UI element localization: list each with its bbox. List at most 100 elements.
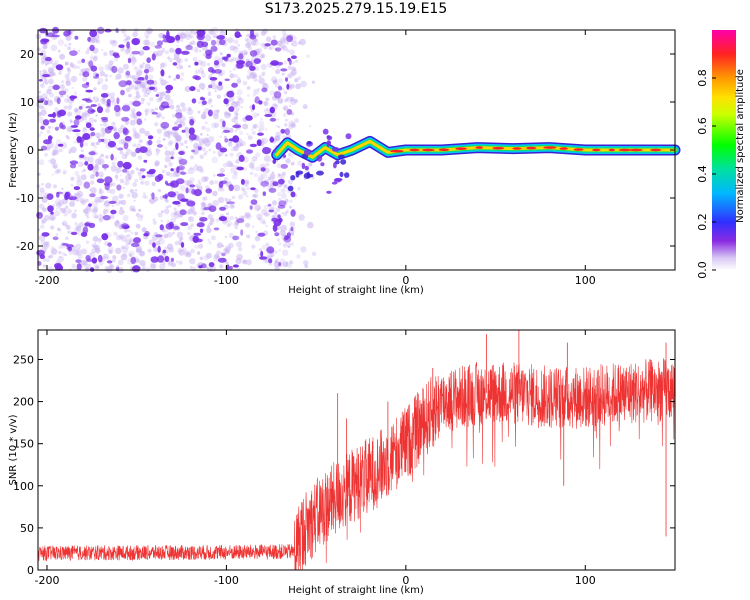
noise-blob (185, 44, 193, 51)
noise-blob (100, 93, 109, 98)
noise-blob (150, 256, 159, 263)
signal-core (650, 148, 662, 152)
noise-point (59, 255, 62, 259)
noise-blob (284, 128, 290, 136)
transition-blob (269, 136, 274, 143)
noise-point (205, 150, 208, 153)
noise-point (284, 123, 288, 127)
noise-point (240, 106, 243, 109)
noise-point (123, 33, 128, 38)
snr-series-line (37, 357, 676, 571)
noise-point (109, 188, 116, 195)
noise-point (232, 173, 238, 180)
noise-blob (70, 231, 78, 236)
noise-point (139, 64, 144, 69)
noise-point (280, 40, 284, 44)
noise-point (66, 67, 71, 71)
noise-blob (91, 257, 98, 264)
noise-point (48, 67, 54, 74)
noise-point (290, 242, 294, 246)
noise-blob (88, 203, 92, 207)
noise-point (139, 214, 144, 218)
noise-blob (232, 235, 240, 241)
noise-blob (136, 118, 142, 126)
noise-point (291, 70, 297, 77)
noise-point (200, 70, 205, 75)
noise-point (282, 45, 288, 52)
noise-blob (165, 90, 171, 94)
noise-point (168, 161, 174, 168)
noise-blob (191, 149, 195, 153)
spectrogram-x-tick-label: 0 (402, 274, 409, 287)
noise-point (176, 118, 182, 124)
noise-point (65, 62, 68, 65)
noise-point (179, 65, 184, 70)
noise-point (117, 127, 124, 134)
noise-point (254, 204, 261, 212)
signal-core (592, 148, 601, 152)
spectrogram-x-tick-label: -200 (34, 274, 59, 287)
noise-point (170, 132, 173, 135)
noise-point (189, 206, 196, 213)
noise-point (268, 46, 272, 51)
noise-blob (201, 263, 207, 269)
noise-point (155, 107, 159, 111)
snr-x-tick-label: -200 (34, 574, 59, 587)
noise-blob (196, 40, 204, 48)
noise-point (167, 260, 172, 265)
noise-blob (116, 184, 122, 191)
noise-blob (46, 193, 54, 200)
noise-point (256, 113, 260, 116)
noise-blob (175, 74, 181, 80)
noise-blob (152, 242, 156, 248)
noise-point (95, 199, 98, 203)
noise-point (41, 196, 48, 203)
noise-point (139, 260, 146, 267)
noise-point (128, 250, 135, 257)
noise-blob (290, 209, 296, 217)
noise-point (113, 40, 116, 44)
noise-point (244, 51, 248, 56)
noise-point (193, 142, 200, 149)
noise-point (289, 199, 293, 203)
noise-point (247, 42, 252, 47)
noise-point (105, 208, 109, 213)
noise-point (263, 205, 269, 210)
noise-point (174, 121, 178, 126)
noise-point (111, 39, 118, 47)
noise-blob (216, 35, 226, 40)
noise-blob (228, 184, 234, 192)
noise-point (175, 136, 182, 142)
noise-point (82, 208, 89, 214)
noise-blob (118, 44, 125, 48)
noise-point (288, 104, 292, 108)
noise-point (38, 159, 45, 166)
noise-blob (118, 80, 128, 88)
noise-point (161, 47, 166, 52)
noise-point (128, 253, 133, 257)
noise-point (122, 63, 129, 70)
noise-blob (40, 125, 45, 130)
noise-point (121, 153, 128, 160)
noise-point (246, 234, 251, 239)
noise-blob (271, 217, 279, 222)
noise-point (65, 80, 72, 87)
noise-blob (177, 124, 182, 128)
signal-core (438, 148, 450, 152)
noise-point (300, 246, 307, 253)
noise-point (51, 126, 54, 129)
noise-point (198, 82, 205, 90)
noise-point (144, 107, 151, 115)
noise-point (211, 83, 218, 90)
signal-core (475, 146, 483, 149)
noise-point (78, 73, 82, 76)
noise-point (131, 56, 137, 62)
noise-blob (192, 235, 199, 243)
noise-blob (108, 200, 117, 204)
noise-point (269, 159, 272, 162)
transition-blob (339, 171, 344, 178)
noise-point (279, 229, 286, 237)
noise-point (136, 143, 142, 149)
noise-point (94, 242, 97, 245)
noise-point (283, 90, 288, 95)
